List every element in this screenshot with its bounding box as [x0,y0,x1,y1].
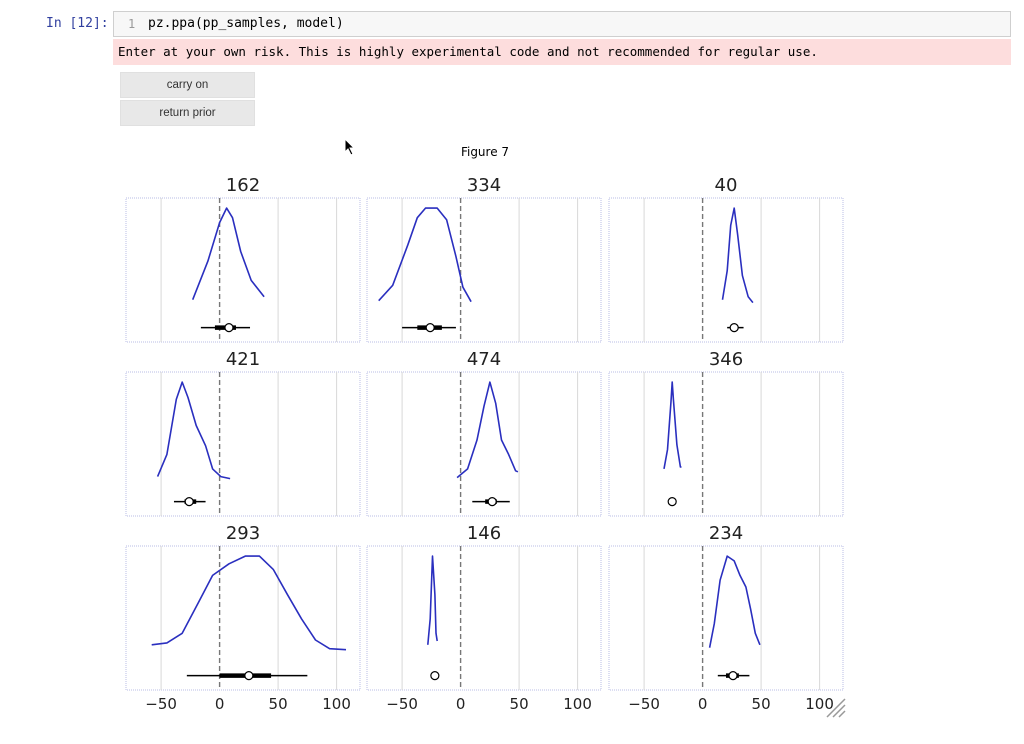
point-estimate [487,497,497,507]
point-estimate [184,497,194,507]
point-estimate [244,670,254,681]
panel-frame [366,197,602,343]
x-tick-label: 0 [456,695,466,713]
kde-curve [151,555,347,651]
panel-frame [608,371,844,517]
kde-curve [427,555,438,645]
return-prior-button[interactable]: return prior [120,100,255,126]
kde-curve [191,207,265,300]
panel-title: 293 [226,523,260,544]
kde-curve [721,207,754,304]
x-tick-label: 50 [752,695,771,713]
point-estimate [729,323,739,333]
panel-frame [608,197,844,343]
panel-title: 146 [467,523,501,544]
x-tick-label: 50 [510,695,529,713]
kde-curve [708,555,761,648]
code-cell-input[interactable]: 1 pz.ppa(pp_samples, model) [113,11,1011,37]
kde-curve [378,207,472,303]
x-tick-label: 0 [215,695,225,713]
kde-curve [663,381,682,470]
x-tick-label: 100 [322,695,351,713]
x-tick-label: −50 [145,695,177,713]
panel-frame [125,197,361,343]
panel-frame [366,545,602,691]
x-tick-label: 100 [805,695,834,713]
warning-output: Enter at your own risk. This is highly e… [113,39,1011,65]
kde-curve [156,381,231,480]
panel-title: 162 [226,175,260,196]
panel-title: 40 [715,175,738,196]
cell-prompt: In [12]: [46,16,109,31]
x-tick-label: −50 [386,695,418,713]
point-estimate [425,323,435,333]
mouse-cursor-icon [344,138,356,156]
panel-frame [366,371,602,517]
point-estimate [667,497,677,507]
x-tick-label: −50 [628,695,660,713]
point-estimate [224,323,234,333]
x-tick-label: 0 [698,695,708,713]
resize-handle-icon[interactable] [826,698,846,718]
line-number: 1 [128,17,136,31]
panel-title: 421 [226,349,260,370]
panel-title: 334 [467,175,501,196]
point-estimate [728,670,738,681]
x-tick-label: 100 [563,695,592,713]
figure-title: Figure 7 [460,145,510,159]
x-tick-label: 50 [269,695,288,713]
panel-title: 474 [467,349,501,370]
kde-curve [456,381,519,479]
carry-on-button[interactable]: carry on [120,72,255,98]
point-estimate [430,670,440,681]
panel-title: 234 [709,523,743,544]
panel-frame [608,545,844,691]
panel-frame [125,371,361,517]
panel-frame [125,545,361,691]
code-text[interactable]: pz.ppa(pp_samples, model) [148,16,344,31]
panel-title: 346 [709,349,743,370]
